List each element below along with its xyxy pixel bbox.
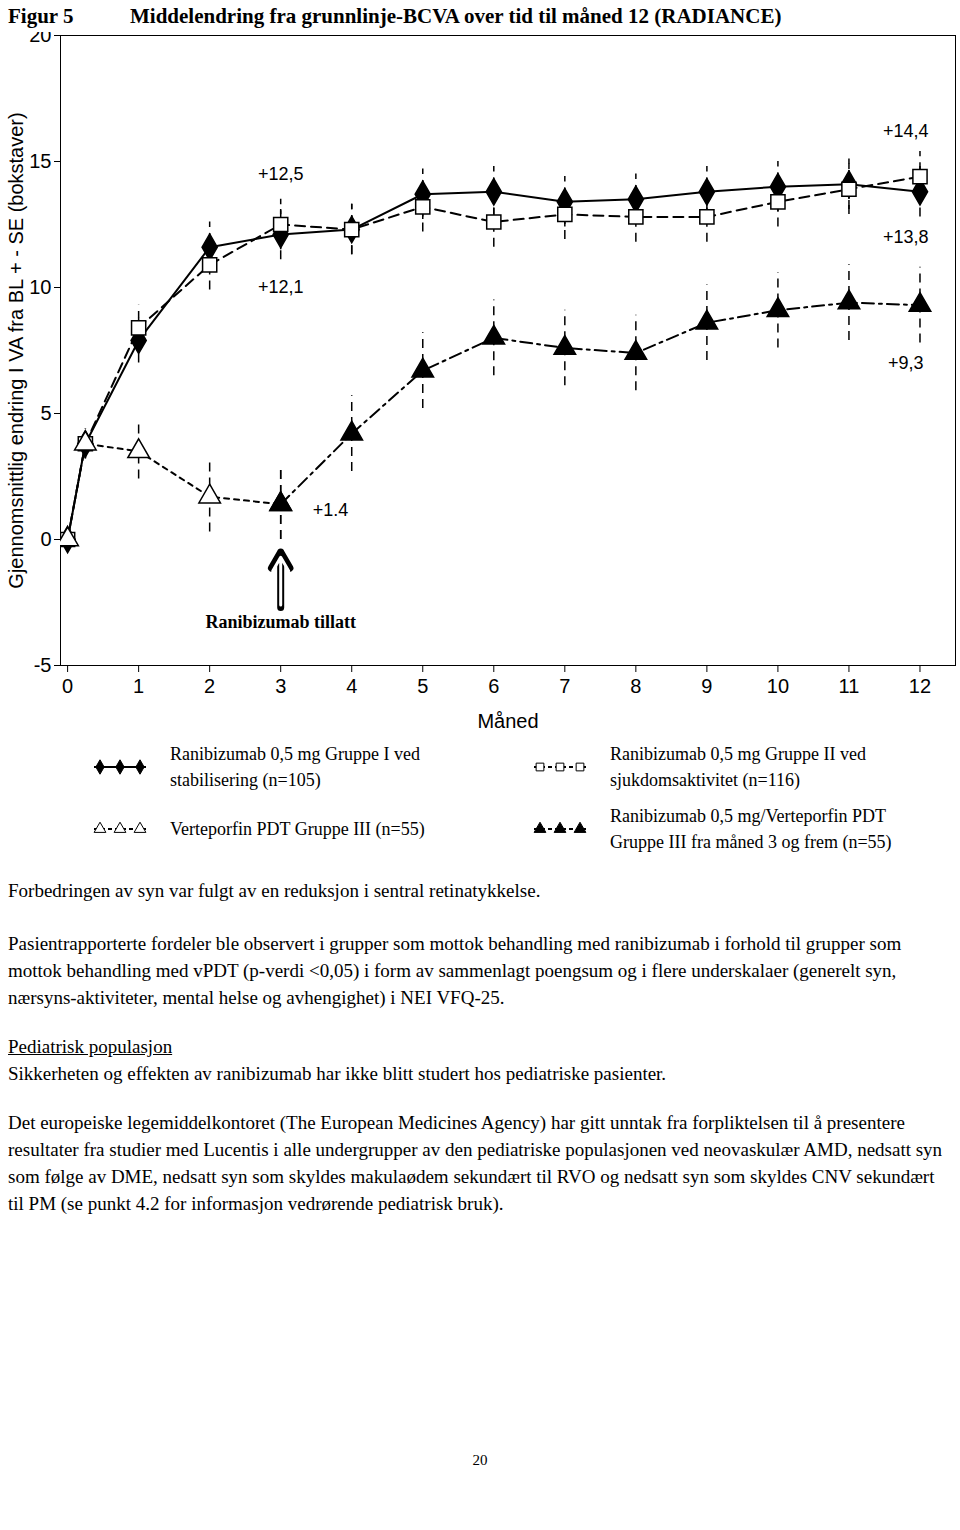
svg-text:Ranibizumab tillatt: Ranibizumab tillatt	[205, 612, 356, 632]
html-text:Middelendring fra grunnlinje-B: Middelendring fra grunnlinje-BCVA over t…	[130, 3, 782, 28]
html-text:Sikkerheten og effekten av ran: Sikkerheten og effekten av ranibizumab h…	[8, 1063, 667, 1084]
svg-text:15: 15	[29, 150, 51, 172]
svg-text:11: 11	[839, 675, 860, 697]
svg-text:9: 9	[701, 675, 712, 697]
svg-text:10: 10	[29, 276, 51, 298]
svg-text:12: 12	[909, 675, 931, 697]
html-text:Pediatrisk populasjon: Pediatrisk populasjon	[8, 1036, 173, 1057]
svg-text:10: 10	[767, 675, 789, 697]
svg-text:2: 2	[204, 675, 215, 697]
svg-text:20: 20	[29, 32, 51, 46]
svg-text:5: 5	[40, 402, 51, 424]
html-text:Figur 5: Figur 5	[8, 3, 74, 28]
svg-text:4: 4	[346, 675, 357, 697]
svg-text:+12,5: +12,5	[258, 164, 304, 184]
svg-text:7: 7	[559, 675, 570, 697]
svg-text:0: 0	[62, 675, 73, 697]
html-text:Ranibizumab 0,5 mg Gruppe II v: Ranibizumab 0,5 mg Gruppe II ved sjukdom…	[610, 744, 866, 790]
svg-text:Gjennomsnittlig endring I VA f: Gjennomsnittlig endring I VA fra BL + - …	[5, 112, 27, 588]
svg-text:-5: -5	[34, 654, 52, 676]
svg-text:0: 0	[40, 528, 51, 550]
svg-text:Måned: Måned	[477, 710, 538, 732]
svg-text:+12,1: +12,1	[258, 277, 304, 297]
svg-text:6: 6	[488, 675, 499, 697]
html-text:Ranibizumab 0,5 mg Gruppe I ve: Ranibizumab 0,5 mg Gruppe I ved stabilis…	[170, 744, 420, 790]
html-text:Verteporfin PDT Gruppe III (n=: Verteporfin PDT Gruppe III (n=55)	[170, 819, 425, 839]
html-text:Det europeiske legemiddelkonto: Det europeiske legemiddelkontoret (The E…	[8, 1112, 943, 1214]
html-text:Pasientrapporterte fordeler bl: Pasientrapporterte fordeler ble observer…	[8, 933, 902, 1008]
svg-text:+1.4: +1.4	[313, 500, 349, 520]
svg-text:+13,8: +13,8	[883, 227, 929, 247]
svg-text:5: 5	[417, 675, 428, 697]
svg-text:3: 3	[275, 675, 286, 697]
svg-text:8: 8	[630, 675, 641, 697]
svg-text:+9,3: +9,3	[888, 353, 924, 373]
html-text:Forbedringen av syn var fulgt: Forbedringen av syn var fulgt av en redu…	[8, 880, 541, 901]
html-text:Ranibizumab 0,5 mg/Verteporfin: Ranibizumab 0,5 mg/Verteporfin PDT Grupp…	[610, 806, 892, 852]
svg-text:1: 1	[133, 675, 144, 697]
html-text:20: 20	[472, 1452, 488, 1468]
svg-text:+14,4: +14,4	[883, 121, 929, 141]
